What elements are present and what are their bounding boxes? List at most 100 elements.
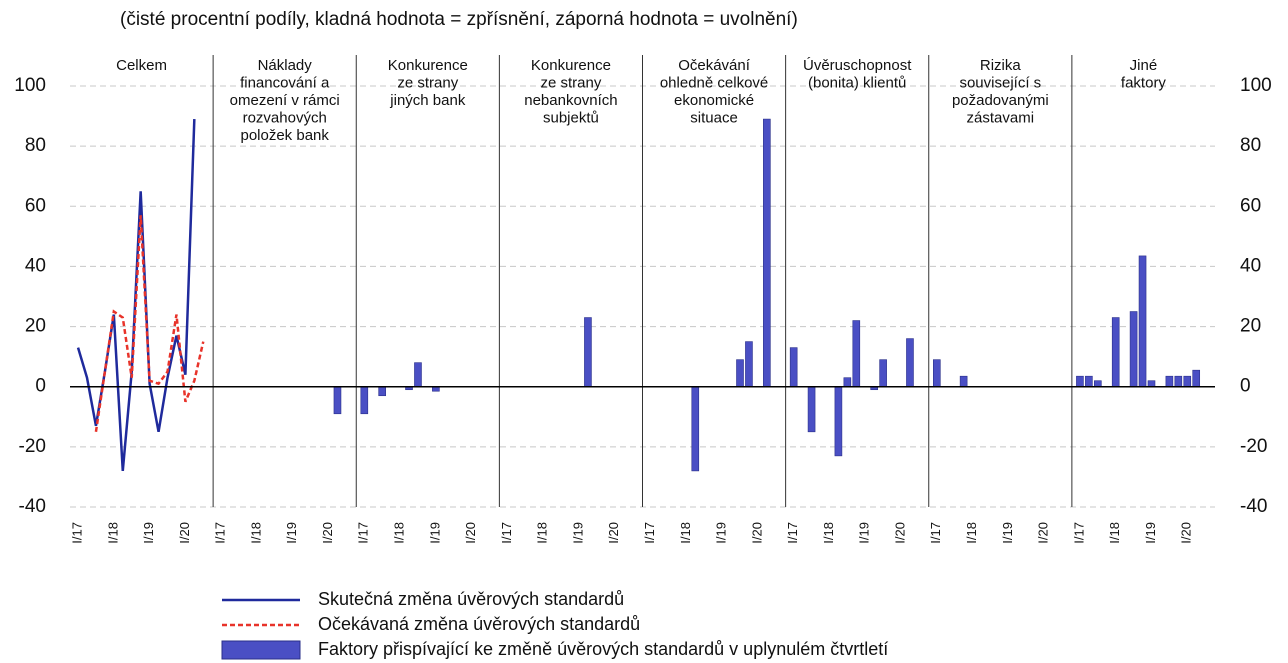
panel-title: nebankovních xyxy=(524,92,617,109)
y2-tick-label: -40 xyxy=(1240,496,1267,517)
x-tick-label: I/18 xyxy=(964,522,979,544)
x-tick-label: I/18 xyxy=(535,522,550,544)
bar xyxy=(360,386,369,415)
panel-title: situace xyxy=(690,109,738,126)
bar xyxy=(333,386,342,415)
panel-title: ohledně celkové xyxy=(660,74,768,91)
legend-label: Očekávaná změna úvěrových standardů xyxy=(318,614,640,634)
panel-title: Konkurence xyxy=(388,57,468,74)
x-tick-label: I/20 xyxy=(1179,522,1194,544)
panel-title: Úvěruschopnost xyxy=(803,57,912,74)
panel-title: položek bank xyxy=(240,127,329,144)
x-tick-label: I/17 xyxy=(1071,522,1086,544)
panel-title: subjektů xyxy=(543,109,599,126)
bar xyxy=(959,375,968,388)
panel-title: Jiné xyxy=(1130,57,1158,74)
panel-title: ekonomické xyxy=(674,92,754,109)
y2-tick-label: 60 xyxy=(1240,195,1261,216)
x-tick-label: I/20 xyxy=(463,522,478,544)
x-tick-label: I/17 xyxy=(213,522,228,544)
y-tick-label: 60 xyxy=(25,195,46,216)
legend-swatch xyxy=(221,640,301,660)
panel-title: Celkem xyxy=(116,57,167,74)
panel-title: ze strany xyxy=(397,74,458,91)
panel-title: Konkurence xyxy=(531,57,611,74)
bar xyxy=(736,359,744,388)
bar xyxy=(852,320,861,388)
bar xyxy=(745,341,753,388)
panel-title: Náklady xyxy=(258,57,313,74)
x-tick-label: I/19 xyxy=(141,522,156,544)
y-tick-label: -40 xyxy=(19,496,46,517)
x-tick-label: I/18 xyxy=(821,522,836,544)
x-tick-label: I/19 xyxy=(1143,522,1158,544)
y2-tick-label: 20 xyxy=(1240,316,1261,337)
panel-title: omezení v rámci xyxy=(230,92,340,109)
x-tick-label: I/17 xyxy=(499,522,514,544)
bar xyxy=(584,317,592,388)
panel-title: rozvahových xyxy=(243,109,327,126)
y-tick-label: 40 xyxy=(25,255,46,276)
bar xyxy=(414,362,422,388)
x-tick-label: I/19 xyxy=(570,522,585,544)
x-tick-label: I/19 xyxy=(714,522,729,544)
bar xyxy=(843,377,852,388)
x-tick-label: I/18 xyxy=(392,522,407,544)
y2-tick-label: 100 xyxy=(1240,75,1272,96)
y2-tick-label: 0 xyxy=(1240,376,1251,397)
x-tick-label: I/19 xyxy=(1000,522,1015,544)
panel-title: faktory xyxy=(1121,74,1167,91)
y2-tick-label: 40 xyxy=(1240,255,1261,276)
x-tick-label: I/19 xyxy=(857,522,872,544)
y2-tick-label: -20 xyxy=(1240,436,1267,457)
y-tick-label: 80 xyxy=(25,135,46,156)
bar xyxy=(378,386,386,397)
bar xyxy=(1192,369,1201,388)
panel-title: jiných bank xyxy=(389,92,466,109)
bar xyxy=(1174,375,1183,388)
y-tick-label: 0 xyxy=(35,376,46,397)
x-tick-label: I/20 xyxy=(320,522,335,544)
bar xyxy=(933,359,941,388)
y-tick-label: 100 xyxy=(14,75,46,96)
panel-title: (bonita) klientů xyxy=(808,74,906,91)
legend-label: Skutečná změna úvěrových standardů xyxy=(318,589,624,609)
panel-title: Rizika xyxy=(980,57,1021,74)
bar xyxy=(834,386,843,457)
bar xyxy=(1183,375,1192,388)
x-tick-label: I/20 xyxy=(1036,522,1051,544)
legend-label: Faktory přispívající ke změně úvěrových … xyxy=(318,639,888,659)
x-tick-label: I/18 xyxy=(105,522,120,544)
bar xyxy=(1147,380,1156,388)
x-tick-label: I/20 xyxy=(892,522,907,544)
y-tick-label: 20 xyxy=(25,316,46,337)
x-tick-label: I/19 xyxy=(427,522,442,544)
panel-title: zástavami xyxy=(967,109,1035,126)
x-tick-label: I/19 xyxy=(284,522,299,544)
bar xyxy=(691,386,700,472)
bar xyxy=(1111,317,1120,388)
bar xyxy=(789,347,798,388)
bar xyxy=(1094,380,1102,388)
panel-title: požadovanými xyxy=(952,92,1049,109)
x-tick-label: I/20 xyxy=(177,522,192,544)
bar xyxy=(1085,375,1093,388)
panel-title: Očekávání xyxy=(678,57,751,74)
x-tick-label: I/20 xyxy=(749,522,764,544)
chart-subtitle: (čisté procentní podíly, kladná hodnota … xyxy=(120,9,798,30)
bar xyxy=(1129,311,1138,388)
x-tick-label: I/17 xyxy=(642,522,657,544)
x-tick-label: I/17 xyxy=(785,522,800,544)
y2-tick-label: 80 xyxy=(1240,135,1261,156)
line xyxy=(94,215,205,433)
bar xyxy=(807,386,816,433)
panel-title: související s xyxy=(959,74,1041,91)
x-tick-label: I/17 xyxy=(69,522,84,544)
bar xyxy=(1165,375,1174,388)
x-tick-label: I/17 xyxy=(928,522,943,544)
x-tick-label: I/18 xyxy=(248,522,263,544)
x-tick-label: I/18 xyxy=(678,522,693,544)
bar xyxy=(1076,375,1084,388)
bar xyxy=(1138,255,1147,388)
